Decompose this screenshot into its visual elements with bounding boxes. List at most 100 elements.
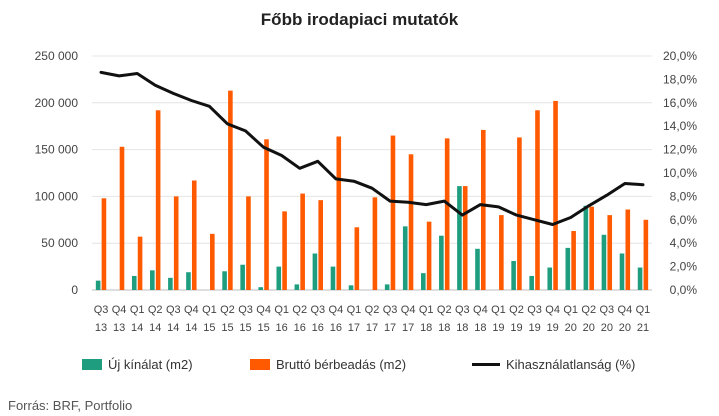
- bar-brutto-berbeadas: [625, 209, 631, 290]
- bar-brutto-berbeadas: [336, 136, 342, 290]
- bar-brutto-berbeadas: [246, 196, 251, 290]
- x-tick-label-quarter: Q1: [347, 304, 362, 316]
- source-note: Forrás: BRF, Portfolio: [8, 398, 133, 413]
- bar-uj-kinalat: [601, 234, 607, 290]
- bar-brutto-berbeadas: [607, 215, 613, 290]
- x-tick-label-quarter: Q1: [274, 304, 289, 316]
- bar-brutto-berbeadas: [480, 129, 486, 290]
- bar-uj-kinalat: [565, 247, 571, 290]
- x-tick-label-quarter: Q4: [256, 304, 271, 316]
- bar-uj-kinalat: [150, 270, 155, 290]
- x-tick-label-year: 19: [528, 322, 540, 334]
- x-tick-label-year: 18: [474, 322, 486, 334]
- bar-uj-kinalat: [276, 266, 282, 290]
- bar-brutto-berbeadas: [354, 227, 360, 290]
- bar-uj-kinalat: [583, 205, 589, 290]
- bar-brutto-berbeadas: [589, 206, 594, 290]
- y-right-tick-label: 18,0%: [663, 72, 697, 86]
- x-tick-label-quarter: Q1: [419, 304, 434, 316]
- x-tick-label-quarter: Q4: [329, 304, 344, 316]
- bar-brutto-berbeadas: [210, 233, 215, 290]
- y-left-tick-label: 50 000: [41, 236, 78, 250]
- x-tick-label-quarter: Q3: [238, 304, 253, 316]
- legend-item: Új kínálat (m2): [82, 357, 193, 372]
- x-tick-label-quarter: Q4: [401, 304, 416, 316]
- bar-brutto-berbeadas: [155, 110, 161, 291]
- bar-uj-kinalat: [348, 285, 354, 290]
- x-tick-label-year: 14: [167, 322, 179, 334]
- x-tick-label-quarter: Q2: [365, 304, 380, 316]
- bar-uj-kinalat: [258, 287, 264, 290]
- bar-brutto-berbeadas: [173, 196, 179, 290]
- y-right-tick-label: 2,0%: [670, 260, 698, 274]
- y-left-tick-label: 200 000: [35, 96, 79, 110]
- x-tick-label-year: 21: [637, 322, 649, 334]
- bar-uj-kinalat: [294, 284, 300, 290]
- x-tick-label-quarter: Q1: [491, 304, 506, 316]
- x-tick-label-quarter: Q2: [220, 304, 235, 316]
- bar-brutto-berbeadas: [535, 110, 540, 291]
- bar-uj-kinalat: [330, 266, 336, 290]
- bar-brutto-berbeadas: [390, 135, 396, 290]
- x-tick-label-quarter: Q3: [527, 304, 542, 316]
- x-tick-label-quarter: Q4: [545, 304, 560, 316]
- bar-brutto-berbeadas: [643, 219, 649, 290]
- bar-brutto-berbeadas: [228, 90, 233, 290]
- x-tick-label-quarter: Q1: [202, 304, 217, 316]
- x-tick-label-year: 17: [402, 322, 414, 334]
- x-tick-label-year: 19: [547, 322, 559, 334]
- bar-uj-kinalat: [402, 226, 408, 290]
- bar-uj-kinalat: [637, 267, 643, 290]
- y-right-tick-label: 4,0%: [670, 236, 698, 250]
- x-tick-label-year: 14: [185, 322, 197, 334]
- x-tick-label-quarter: Q2: [437, 304, 452, 316]
- bar-brutto-berbeadas: [282, 211, 287, 290]
- bar-uj-kinalat: [131, 275, 137, 290]
- line-kihasznalatlansag: [99, 70, 645, 226]
- y-left-tick-label: 100 000: [35, 189, 79, 203]
- bar-uj-kinalat: [475, 248, 480, 290]
- x-tick-label-quarter: Q3: [166, 304, 181, 316]
- x-tick-label-year: 13: [113, 322, 125, 334]
- bar-uj-kinalat: [439, 235, 444, 290]
- x-tick-label-quarter: Q3: [383, 304, 398, 316]
- x-tick-label-year: 19: [510, 322, 522, 334]
- legend-swatch: [82, 359, 102, 370]
- bar-brutto-berbeadas: [318, 200, 324, 290]
- y-right-tick-label: 12,0%: [663, 143, 697, 157]
- bar-brutto-berbeadas: [462, 186, 468, 290]
- bar-brutto-berbeadas: [191, 180, 197, 290]
- legend-swatch: [250, 359, 270, 370]
- x-tick-label-year: 15: [221, 322, 233, 334]
- bar-uj-kinalat: [168, 277, 173, 290]
- x-tick-label-quarter: Q1: [636, 304, 651, 316]
- x-tick-label-year: 20: [583, 322, 595, 334]
- bar-uj-kinalat: [222, 271, 227, 290]
- x-tick-label-year: 19: [492, 322, 504, 334]
- bar-brutto-berbeadas: [444, 138, 450, 290]
- bar-uj-kinalat: [240, 264, 245, 290]
- bar-brutto-berbeadas: [571, 231, 576, 290]
- x-tick-label-quarter: Q4: [618, 304, 633, 316]
- bar-uj-kinalat: [511, 260, 516, 290]
- legend-swatch: [472, 363, 500, 366]
- y-left-tick-label: 250 000: [35, 49, 79, 63]
- x-tick-label-quarter: Q2: [292, 304, 307, 316]
- bar-uj-kinalat: [312, 253, 318, 290]
- bar-brutto-berbeadas: [137, 236, 143, 290]
- bar-uj-kinalat: [529, 275, 534, 290]
- x-tick-label-year: 14: [131, 322, 143, 334]
- y-right-tick-label: 8,0%: [670, 189, 698, 203]
- x-tick-label-quarter: Q4: [184, 304, 199, 316]
- x-tick-label-quarter: Q2: [581, 304, 596, 316]
- bar-uj-kinalat: [547, 267, 553, 290]
- x-tick-label-quarter: Q3: [310, 304, 325, 316]
- y-right-tick-label: 10,0%: [663, 166, 697, 180]
- x-tick-label-quarter: Q2: [509, 304, 524, 316]
- x-tick-label-year: 16: [276, 322, 288, 334]
- bar-uj-kinalat: [457, 186, 462, 290]
- x-tick-label-year: 16: [330, 322, 342, 334]
- x-tick-label-year: 17: [348, 322, 360, 334]
- x-tick-label-year: 20: [601, 322, 613, 334]
